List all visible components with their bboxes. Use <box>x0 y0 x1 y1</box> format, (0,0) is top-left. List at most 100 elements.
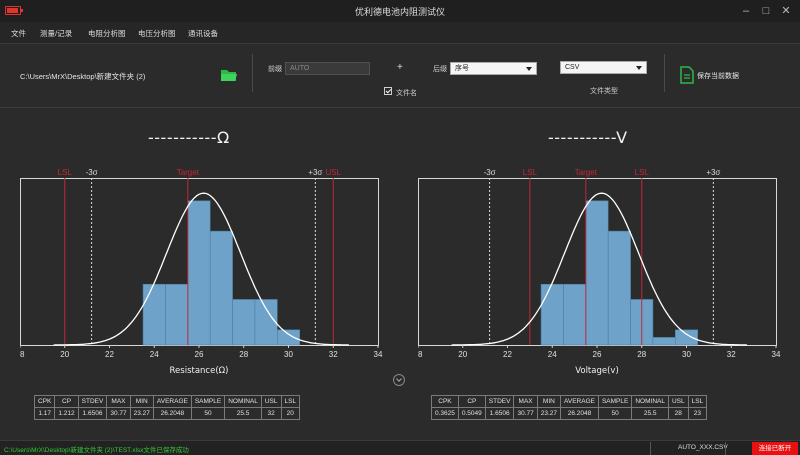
separator <box>252 54 253 92</box>
connection-status[interactable]: 连接已断开 <box>752 442 798 455</box>
histogram-bar <box>675 329 698 346</box>
stats-header-lsl: LSL <box>280 395 301 408</box>
chevron-down-icon <box>526 67 532 71</box>
status-message: C:\Users\MrX\Desktop\新建文件夹 (2)\TEST.xlsx… <box>4 447 189 454</box>
prefix-input[interactable]: AUTO <box>285 62 370 75</box>
stats-header-max: MAX <box>513 395 538 408</box>
marker-label: -3σ <box>484 168 496 177</box>
close-icon[interactable]: ✕ <box>781 5 791 17</box>
x-tick-label: 26 <box>593 350 602 359</box>
marker-label: +3σ <box>706 168 720 177</box>
x-tick-label: 28 <box>239 350 248 359</box>
status-bar: C:\Users\MrX\Desktop\新建文件夹 (2)\TEST.xlsx… <box>0 440 800 455</box>
marker-label: Target <box>575 168 598 177</box>
stats-value-average: 26.2048 <box>152 407 192 420</box>
stats-value-sample: 50 <box>190 407 226 420</box>
stats-header-row: CPK CP STDEV MAX MIN AVERAGE SAMPLE NOMINAL USL L… <box>33 395 301 408</box>
x-tick-label: 22 <box>503 350 512 359</box>
stats-header-cpk: CPK <box>33 395 56 408</box>
file-type-label: 文件类型 <box>590 88 618 95</box>
marker-label: Target <box>177 168 200 177</box>
stats-value-row: 0.3625 0.5049 1.6506 30.77 23.27 26.2048 50 25.… <box>431 407 708 420</box>
stats-value-nominal: 25.5 <box>631 407 669 420</box>
stats-value-lsl: 20 <box>280 407 301 420</box>
save-data-button[interactable]: 保存当前数据 <box>697 73 739 80</box>
stats-header-stdev: STDEV <box>77 395 108 408</box>
histogram-bar <box>607 230 631 346</box>
stats-value-cp: 0.5049 <box>457 407 486 420</box>
stats-header-row: CPK CP STDEV MAX MIN AVERAGE SAMPLE NOMINAL USL L… <box>431 395 708 408</box>
folder-path: C:\Users\MrX\Desktop\新建文件夹 (2) <box>20 72 146 81</box>
x-axis-label: Resistance(Ω) <box>170 366 229 376</box>
x-tick-label: 34 <box>374 350 383 359</box>
normal-distribution-curve <box>53 192 349 346</box>
minimize-icon[interactable]: – <box>742 5 750 17</box>
normal-distribution-curve <box>451 192 747 346</box>
stats-value-cp: 1.212 <box>54 407 79 420</box>
histogram-bar <box>254 299 278 346</box>
suffix-select[interactable]: 序号 <box>450 62 537 75</box>
x-tick-label: 30 <box>284 350 293 359</box>
stats-header-sample: SAMPLE <box>597 395 633 408</box>
histogram-bar <box>232 299 256 346</box>
save-data-icon[interactable] <box>680 66 694 84</box>
file-name-checkbox[interactable] <box>384 87 392 95</box>
voltage-histogram: -3σ LSL Target LSL +3σ 18 20 22 24 26 28 30 32 34 Volt… <box>418 168 781 376</box>
plus-sign: + <box>397 62 403 73</box>
file-type-select-value: CSV <box>565 64 580 71</box>
x-tick-label: 32 <box>329 350 338 359</box>
stats-value-stdev: 1.6506 <box>77 407 108 420</box>
collapse-toggle-icon[interactable] <box>393 374 405 386</box>
voltage-stats-table: CPK CP STDEV MAX MIN AVERAGE SAMPLE NOMINAL USL L… <box>431 395 708 420</box>
marker-label: +3σ <box>308 168 322 177</box>
stats-value-cpk: 0.3625 <box>431 407 459 420</box>
stats-value-nominal: 25.5 <box>224 407 262 420</box>
separator <box>725 442 726 455</box>
stats-header-cp: CP <box>457 395 486 408</box>
stats-header-lsl: LSL <box>687 395 708 408</box>
stats-header-stdev: STDEV <box>484 395 515 408</box>
stats-header-average: AVERAGE <box>152 395 192 408</box>
stats-header-usl: USL <box>260 395 282 408</box>
histogram-bar <box>563 283 587 346</box>
x-tick-label: 18 <box>418 350 423 359</box>
stats-header-min: MIN <box>129 395 154 408</box>
stats-header-average: AVERAGE <box>560 395 599 408</box>
stats-header-nominal: NOMINAL <box>224 395 262 408</box>
chevron-down-icon <box>636 66 642 70</box>
open-folder-icon[interactable] <box>220 68 238 83</box>
menu-bar: 文件 测量/记录 电阻分析图 电压分析图 通讯设备 <box>0 22 800 47</box>
suffix-label: 后缀 <box>433 66 447 73</box>
x-tick-label: 32 <box>727 350 736 359</box>
histogram-bar <box>165 283 189 346</box>
marker-label: -3σ <box>86 168 98 177</box>
x-axis-label: Voltage(v) <box>575 366 619 376</box>
resistance-unit-title: -----------Ω <box>148 128 230 147</box>
x-tick-label: 30 <box>682 350 691 359</box>
x-tick-label: 24 <box>548 350 557 359</box>
histogram-bar <box>585 200 609 346</box>
stats-value-sample: 50 <box>597 407 633 420</box>
histogram-bar <box>209 230 233 346</box>
stats-value-max: 30.77 <box>106 407 131 420</box>
tab-measure-record[interactable]: 测量/记录 <box>40 29 73 38</box>
tab-file[interactable]: 文件 <box>1 29 36 47</box>
stats-value-cpk: 1.17 <box>33 407 56 420</box>
stats-value-stdev: 1.6506 <box>484 407 515 420</box>
tab-resistance-chart[interactable]: 电阻分析图 <box>88 29 126 38</box>
stats-value-usl: 28 <box>667 407 689 420</box>
stats-value-usl: 32 <box>260 407 282 420</box>
maximize-icon[interactable]: □ <box>762 5 770 17</box>
stats-header-min: MIN <box>536 395 562 408</box>
separator <box>664 54 665 92</box>
stats-value-row: 1.17 1.212 1.6506 30.77 23.27 26.2048 50 25.5 32… <box>33 407 301 420</box>
tab-voltage-chart[interactable]: 电压分析图 <box>138 29 176 38</box>
x-tick-label: 20 <box>60 350 69 359</box>
marker-label: LSL <box>635 168 650 177</box>
file-type-select[interactable]: CSV <box>560 61 647 74</box>
x-tick-label: 22 <box>105 350 114 359</box>
prefix-label: 前缀 <box>268 66 282 73</box>
stats-value-average: 26.2048 <box>560 407 599 420</box>
histogram-bar <box>187 200 211 346</box>
tab-communication[interactable]: 通讯设备 <box>188 29 218 38</box>
